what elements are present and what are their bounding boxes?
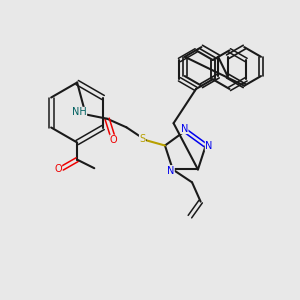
Text: N: N bbox=[181, 124, 188, 134]
Text: NH: NH bbox=[72, 107, 87, 117]
Text: O: O bbox=[54, 164, 62, 174]
Text: N: N bbox=[167, 166, 174, 176]
Text: N: N bbox=[205, 140, 213, 151]
Text: S: S bbox=[140, 134, 146, 144]
Text: O: O bbox=[110, 135, 117, 145]
